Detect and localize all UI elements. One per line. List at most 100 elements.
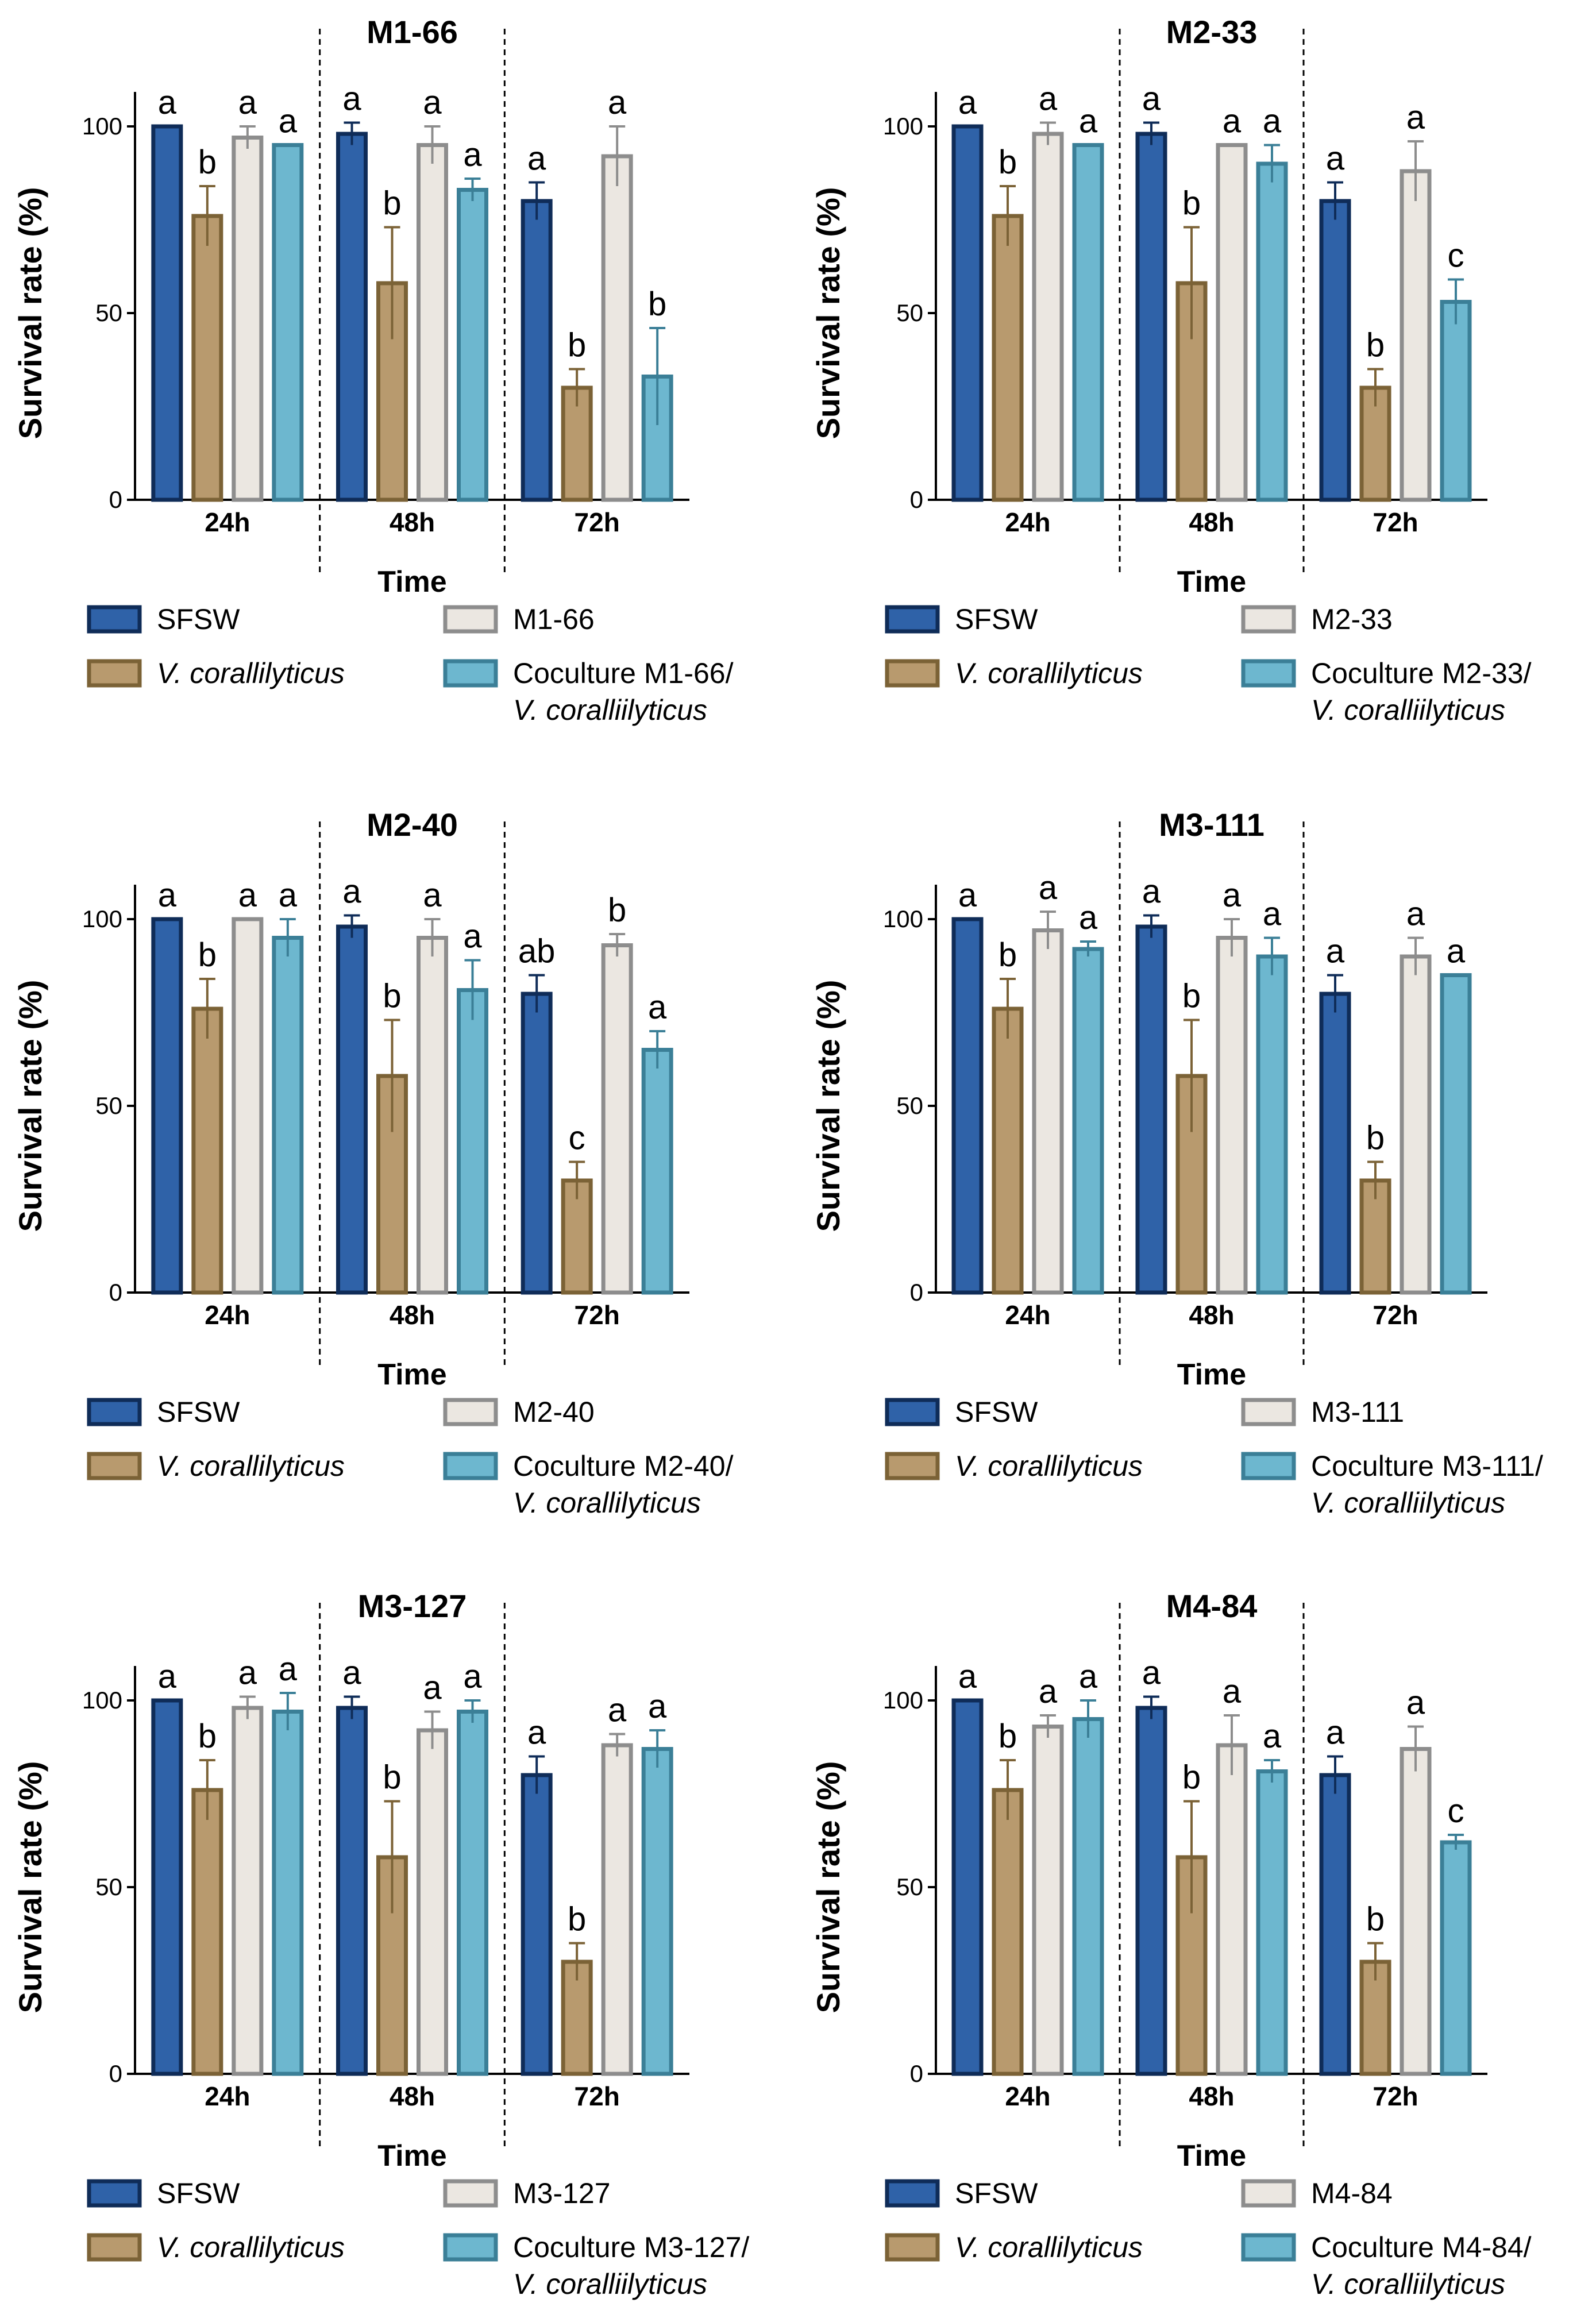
significance-letter: ab — [518, 933, 556, 970]
bar — [232, 1706, 264, 2076]
bar — [1072, 143, 1104, 502]
legend-vibrio-label: V. corallilyticus — [955, 657, 1143, 689]
legend-strain-swatch — [1241, 605, 1296, 634]
bar — [1135, 132, 1167, 502]
significance-letter: c — [1448, 1792, 1464, 1830]
legend-coculture-label: Coculture M3-127/ — [513, 2231, 749, 2263]
y-axis-label: Survival rate (%) — [12, 1761, 48, 2014]
bar — [1400, 1747, 1432, 2076]
legend-vibrio-swatch — [87, 659, 142, 688]
y-tick-label: 100 — [82, 1687, 122, 1714]
significance-letter: a — [958, 1658, 977, 1695]
significance-letter: a — [958, 84, 977, 121]
legend-coculture-swatch — [1241, 2233, 1296, 2262]
legend-strain-label: M2-40 — [513, 1396, 595, 1428]
y-tick-label: 0 — [910, 486, 923, 513]
significance-letter: a — [158, 84, 177, 121]
significance-letter: a — [463, 1658, 482, 1695]
x-tick-label: 48h — [390, 2081, 435, 2111]
significance-letter: a — [1079, 899, 1098, 936]
significance-letter: a — [342, 80, 361, 118]
legend-coculture-label-line2: V. coralliilyticus — [1311, 694, 1505, 726]
bar — [601, 943, 633, 1295]
significance-letter: a — [423, 1669, 442, 1707]
bar — [951, 1698, 984, 2076]
significance-letter: a — [1263, 103, 1282, 140]
bar — [992, 1006, 1024, 1295]
legend: SFSW V. corallilyticus M4-84 Coculture M4-8… — [885, 2177, 1532, 2300]
legend-vibrio-label: V. corallilyticus — [157, 2231, 345, 2263]
bar — [232, 136, 264, 502]
significance-letter: b — [999, 1718, 1017, 1755]
legend-coculture-swatch — [1241, 659, 1296, 688]
bar — [336, 1706, 368, 2076]
legend-vibrio-swatch — [87, 1452, 142, 1480]
bar — [601, 1743, 633, 2076]
legend: SFSW V. corallilyticus M2-33 Coculture M2-3… — [885, 603, 1532, 726]
significance-letter: a — [1223, 877, 1242, 914]
x-axis-label: Time — [377, 565, 446, 599]
x-tick-label: 48h — [1189, 1300, 1234, 1330]
legend-sfsw-swatch — [87, 1398, 142, 1426]
significance-letter: a — [1142, 1654, 1161, 1692]
legend-sfsw-label: SFSW — [955, 2177, 1038, 2209]
bar — [417, 1728, 448, 2076]
y-tick-label: 100 — [883, 905, 923, 932]
y-tick-label: 0 — [109, 2060, 122, 2087]
bar — [951, 124, 984, 502]
legend-sfsw-swatch — [87, 605, 142, 634]
bar — [1135, 924, 1167, 1295]
x-tick-label: 72h — [575, 1300, 620, 1330]
legend-coculture-label: Coculture M3-111/ — [1311, 1450, 1543, 1482]
significance-letter: b — [1366, 1120, 1385, 1157]
legend-coculture-label: Coculture M2-40/ — [513, 1450, 734, 1482]
significance-letter: a — [1263, 1718, 1282, 1755]
legend-sfsw-swatch — [885, 1398, 940, 1426]
x-tick-label: 24h — [1005, 2081, 1050, 2111]
bar — [1135, 1706, 1167, 2076]
chart-title: M4-84 — [1166, 1588, 1258, 1624]
bar — [1256, 161, 1288, 502]
significance-letter: a — [958, 877, 977, 914]
significance-letter: a — [158, 1658, 177, 1695]
significance-letter: a — [1326, 140, 1345, 178]
significance-letter: b — [383, 978, 401, 1015]
significance-letter: a — [463, 136, 482, 173]
bar — [272, 936, 304, 1295]
legend-sfsw-label: SFSW — [955, 1396, 1038, 1428]
significance-letter: a — [1079, 103, 1098, 140]
y-tick-label: 0 — [910, 1279, 923, 1306]
bar — [641, 1048, 673, 1295]
legend-coculture-label-line2: V. corallilyticus — [513, 1487, 701, 1519]
legend-vibrio-swatch — [87, 2233, 142, 2262]
legend: SFSW V. corallilyticus M3-111 Coculture M3-… — [885, 1396, 1543, 1519]
legend: SFSW V. corallilyticus M1-66 Coculture M1-6… — [87, 603, 734, 726]
y-axis-label: Survival rate (%) — [12, 187, 48, 439]
significance-letter: b — [383, 1759, 401, 1796]
y-tick-label: 0 — [910, 2060, 923, 2087]
legend-coculture-label: Coculture M4-84/ — [1311, 2231, 1532, 2263]
x-axis-label: Time — [377, 1358, 446, 1391]
legend-coculture-label-line2: V. coralliilyticus — [513, 2268, 707, 2300]
legend-strain-swatch — [443, 605, 498, 634]
bar — [1319, 992, 1351, 1295]
significance-letter: a — [463, 918, 482, 955]
significance-letter: b — [648, 286, 666, 323]
significance-letter: a — [158, 877, 177, 914]
bar — [272, 1710, 304, 2076]
legend-sfsw-label: SFSW — [157, 1396, 240, 1428]
significance-letter: b — [1366, 1901, 1385, 1938]
significance-letter: a — [1039, 869, 1058, 907]
legend-vibrio-swatch — [885, 2233, 940, 2262]
significance-letter: b — [1182, 185, 1201, 222]
bar — [272, 143, 304, 502]
bar — [191, 1006, 223, 1295]
significance-letter: b — [1182, 1759, 1201, 1796]
legend-strain-swatch — [1241, 1398, 1296, 1426]
x-axis-label: Time — [1177, 2139, 1246, 2173]
x-tick-label: 24h — [1005, 507, 1050, 537]
